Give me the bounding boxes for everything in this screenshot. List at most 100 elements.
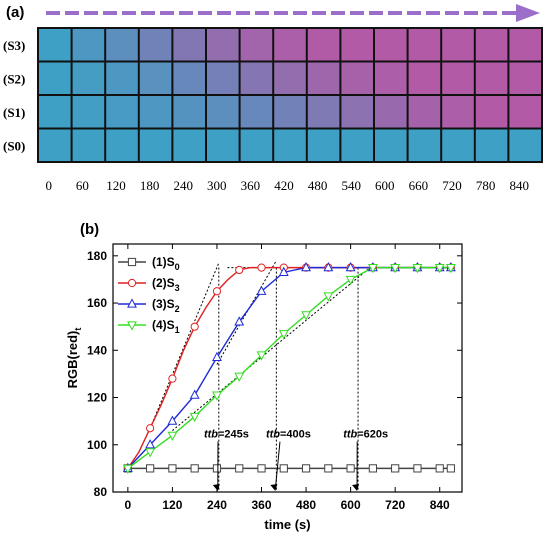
color-cell [207, 96, 239, 128]
data-point [212, 351, 222, 361]
x-tick-label: 840 [430, 498, 450, 512]
data-point [212, 391, 222, 401]
color-cell [274, 96, 306, 128]
y-tick-label: 140 [87, 343, 107, 357]
legend-label: (1)S0 [152, 255, 180, 272]
data-point [257, 263, 266, 272]
color-cell [341, 62, 373, 94]
color-cell [475, 96, 508, 128]
time-label: 120 [106, 178, 126, 193]
legend-marker [127, 298, 137, 308]
ttb-annotation: ttb=400s [266, 429, 311, 441]
color-cell [106, 29, 138, 61]
color-cell [240, 29, 273, 61]
time-label: 420 [274, 178, 294, 193]
row-label: (S3) [3, 38, 25, 53]
tangent-line [172, 264, 374, 431]
y-axis-label-subscript: t [73, 328, 83, 331]
arrow-head [516, 4, 540, 22]
tangent-line [149, 262, 220, 429]
color-cell [375, 129, 407, 161]
color-cell [375, 29, 407, 61]
data-point [146, 464, 155, 473]
time-direction-arrow [46, 4, 540, 22]
data-point [257, 464, 266, 473]
color-cell [207, 62, 239, 94]
data-point [278, 266, 289, 276]
color-cell [39, 96, 71, 128]
color-cell [106, 62, 138, 94]
color-cell [72, 29, 105, 61]
data-point [212, 464, 222, 473]
color-cell [408, 62, 441, 94]
color-cell [274, 129, 306, 161]
data-point [345, 261, 356, 272]
data-point [368, 464, 377, 473]
data-point [168, 464, 177, 473]
legend-label: (3)S2 [152, 297, 180, 314]
panel-a-label: (a) [6, 4, 24, 21]
color-cell [240, 129, 273, 161]
color-cell [173, 62, 205, 94]
color-cell [375, 62, 407, 94]
panel-b-label: (b) [80, 221, 99, 238]
data-point [235, 464, 244, 473]
data-point [234, 316, 245, 326]
annotation-arrow [274, 441, 281, 490]
time-label: 180 [140, 178, 160, 193]
row-label: (S1) [3, 105, 25, 120]
time-label: 600 [375, 178, 395, 193]
color-cell [173, 29, 205, 61]
annotation-arrowhead [212, 484, 220, 491]
plot-frame [112, 243, 463, 493]
data-point [167, 415, 178, 425]
color-cell [139, 29, 172, 61]
data-point [301, 311, 311, 321]
data-point [190, 464, 199, 473]
color-cell [139, 129, 172, 161]
color-cell [106, 129, 138, 161]
color-cell [39, 62, 71, 94]
color-cell [375, 96, 407, 128]
y-tick-label: 180 [87, 249, 107, 263]
data-point [323, 261, 334, 272]
data-point [234, 372, 245, 382]
data-point [235, 265, 244, 275]
data-point [278, 330, 289, 340]
color-cell [408, 96, 441, 128]
color-cell [442, 96, 474, 128]
legend-marker [127, 257, 137, 267]
color-cell [274, 62, 306, 94]
row-label: (S0) [3, 138, 25, 153]
color-cell [72, 62, 105, 94]
row-label: (S2) [3, 71, 25, 86]
color-cell [207, 29, 239, 61]
data-point [301, 261, 311, 272]
time-label: 660 [409, 178, 429, 193]
time-label: 240 [173, 178, 193, 193]
ttb-annotation: ttb=245s [204, 429, 249, 441]
color-cell [442, 29, 474, 61]
legend-marker [127, 278, 137, 288]
data-point [412, 264, 423, 274]
time-labels: 0 60 120 180 240 300 360 420 480 540 600 660 720 780 8… [46, 178, 529, 193]
color-grid [37, 27, 543, 163]
color-cell [173, 129, 205, 161]
legend-subscript: 0 [175, 262, 180, 272]
data-point [323, 292, 334, 302]
legend-marker [127, 321, 137, 331]
data-point [256, 285, 267, 295]
time-label: 360 [241, 178, 261, 193]
color-cell [72, 96, 105, 128]
color-cell [207, 129, 239, 161]
color-cell [240, 96, 273, 128]
time-label: 480 [308, 178, 328, 193]
color-cell [509, 129, 541, 161]
x-axis-label: time (s) [264, 517, 310, 532]
time-label: 60 [76, 178, 89, 193]
time-label: 840 [509, 178, 529, 193]
color-cell [307, 62, 340, 94]
data-point [391, 464, 400, 473]
